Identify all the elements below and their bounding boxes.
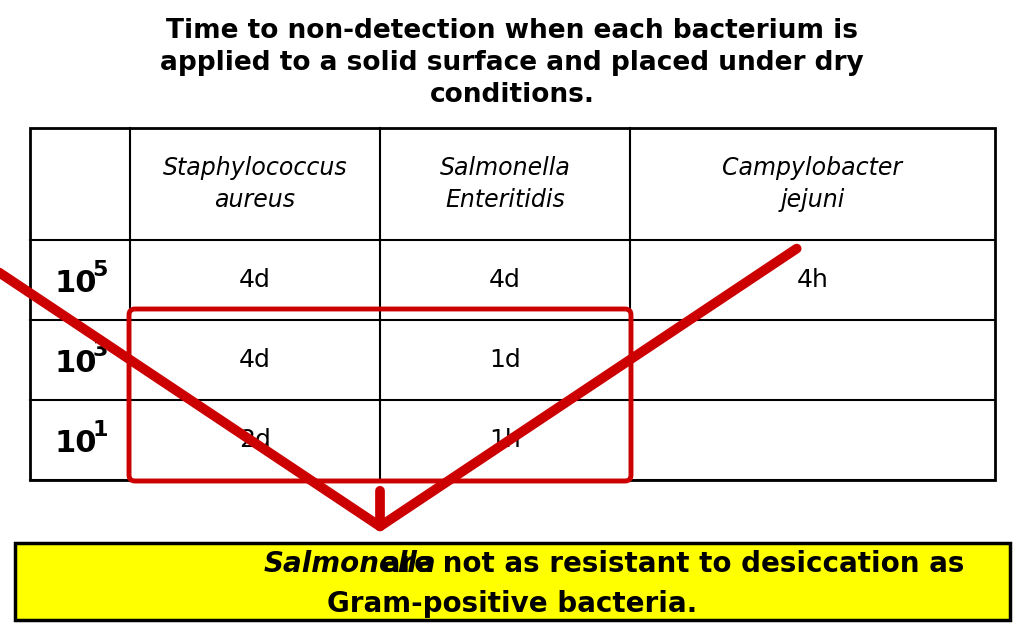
Text: Campylobacter
jejuni: Campylobacter jejuni xyxy=(723,156,902,212)
Text: are not as resistant to desiccation as: are not as resistant to desiccation as xyxy=(372,549,965,577)
Text: conditions.: conditions. xyxy=(429,82,595,108)
Bar xyxy=(15,543,1010,620)
Text: 3: 3 xyxy=(92,340,108,360)
Text: applied to a solid surface and placed under dry: applied to a solid surface and placed un… xyxy=(160,50,864,76)
Text: 4d: 4d xyxy=(239,348,271,372)
Text: Salmonella
Enteritidis: Salmonella Enteritidis xyxy=(439,156,570,212)
Text: 4h: 4h xyxy=(797,268,828,292)
Text: 4d: 4d xyxy=(239,268,271,292)
Text: 10: 10 xyxy=(54,270,97,298)
Bar xyxy=(30,128,995,480)
Text: 10: 10 xyxy=(54,429,97,458)
Text: 1d: 1d xyxy=(489,348,521,372)
Text: 1: 1 xyxy=(92,420,108,440)
Text: Time to non-detection when each bacterium is: Time to non-detection when each bacteriu… xyxy=(166,18,858,44)
Text: 2d: 2d xyxy=(239,428,271,452)
Text: Staphylococcus
aureus: Staphylococcus aureus xyxy=(163,156,347,212)
Text: 4d: 4d xyxy=(489,268,521,292)
Text: Gram-positive bacteria.: Gram-positive bacteria. xyxy=(327,589,697,618)
Text: Salmonella: Salmonella xyxy=(264,549,436,577)
Text: 10: 10 xyxy=(54,349,97,379)
Text: 5: 5 xyxy=(92,260,108,280)
Text: 1h: 1h xyxy=(489,428,521,452)
